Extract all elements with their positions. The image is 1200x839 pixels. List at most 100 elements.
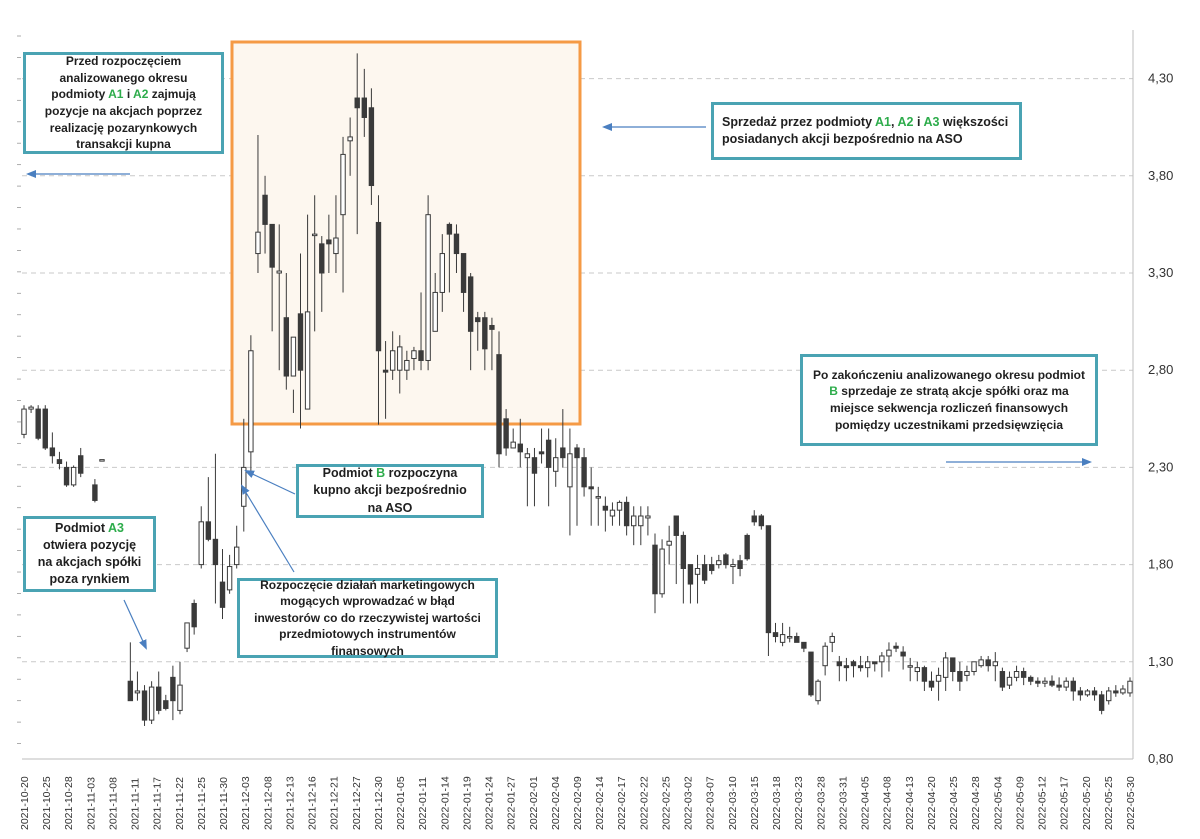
candle-up	[595, 496, 601, 499]
candle-up	[631, 515, 637, 527]
x-tick-label: 2021-10-28	[63, 776, 75, 830]
candle-up	[397, 346, 403, 371]
candle-up	[645, 515, 651, 519]
candle-up	[340, 153, 346, 216]
candle-down	[723, 554, 729, 566]
callout-highlight: B	[376, 466, 386, 481]
candle-up	[886, 649, 892, 657]
x-tick-label: 2022-01-27	[506, 776, 518, 830]
candle-up	[28, 406, 34, 410]
candle-up	[439, 253, 445, 293]
candle-down	[673, 515, 679, 536]
candle-up	[1127, 680, 1133, 694]
candle-down	[872, 661, 878, 665]
callout-text: Sprzedaż przez podmioty	[722, 114, 876, 129]
candle-up	[276, 270, 282, 274]
x-tick-label: 2022-03-07	[705, 776, 717, 830]
candle-down	[928, 680, 935, 688]
candle-down	[156, 686, 162, 711]
callout-sale: Sprzedaż przez podmioty A1, A2 i A3 więk…	[711, 102, 1022, 160]
x-tick-label: 2022-02-22	[638, 776, 650, 830]
x-tick-label: 2021-11-11	[130, 778, 142, 830]
x-tick-label: 2022-04-13	[904, 776, 916, 830]
candle-down	[581, 457, 587, 488]
candle-up	[879, 655, 885, 663]
candle-up	[311, 233, 318, 237]
y-tick-label: 2,30	[1148, 459, 1173, 474]
candle-up	[198, 521, 204, 566]
candle-down	[801, 641, 807, 649]
candle-up	[134, 690, 141, 694]
candle-down	[1049, 680, 1055, 686]
callout-text: zajmują pozycje na akcjach poprzez reali…	[44, 87, 203, 152]
candle-down	[709, 564, 715, 571]
callout-highlight: B	[829, 384, 838, 399]
candle-up	[971, 661, 977, 673]
candle-down	[687, 564, 694, 585]
candle-up	[935, 674, 942, 682]
candle-down	[269, 223, 275, 268]
candle-down	[531, 457, 538, 474]
candle-up	[907, 665, 913, 668]
candle-down	[503, 418, 509, 449]
candle-down	[985, 659, 991, 667]
candle-down	[368, 107, 375, 187]
candle-up	[304, 311, 311, 410]
callout-marketing: Rozpoczęcie działań marketingowych mogąc…	[237, 578, 498, 658]
candle-down	[900, 651, 906, 657]
x-tick-label: 2022-04-28	[970, 776, 982, 830]
x-tick-label: 2022-02-09	[572, 776, 584, 830]
x-tick-label: 2022-03-02	[683, 776, 695, 830]
callout-a1-a2: Przed rozpoczęciem analizowanego okresu …	[23, 52, 224, 154]
candle-up	[609, 509, 616, 517]
candle-down	[191, 602, 197, 628]
x-tick-label: 2021-10-25	[41, 776, 53, 830]
x-tick-label: 2022-05-20	[1081, 776, 1093, 830]
x-tick-label: 2022-03-15	[749, 776, 761, 830]
candle-down	[297, 313, 304, 371]
candle-up	[694, 567, 701, 575]
x-tick-label: 2021-11-30	[218, 777, 230, 830]
candle-down	[857, 665, 864, 669]
candle-up	[779, 634, 786, 643]
candle-up	[815, 680, 821, 702]
candle-up	[914, 667, 921, 673]
x-tick-label: 2022-02-17	[616, 776, 628, 830]
candle-down	[765, 525, 772, 634]
y-tick-label: 3,30	[1148, 265, 1173, 280]
x-tick-label: 2022-03-18	[771, 776, 783, 830]
candle-down	[545, 439, 552, 468]
candle-down	[538, 451, 545, 455]
x-tick-label: 2022-03-31	[837, 776, 849, 830]
candle-up	[177, 684, 183, 711]
candle-down	[212, 538, 219, 566]
candle-down	[1020, 671, 1027, 678]
y-tick-label: 1,30	[1148, 654, 1173, 669]
x-tick-label: 2022-05-12	[1037, 776, 1049, 830]
candle-down	[957, 671, 963, 682]
candle-down	[737, 560, 743, 569]
candle-down	[375, 221, 382, 352]
callout-text: rozpoczyna kupno akcji bezpośrednio na A…	[313, 466, 467, 515]
candle-down	[574, 447, 580, 459]
candle-up	[21, 408, 27, 435]
candle-down	[794, 636, 800, 643]
candle-down	[1091, 690, 1098, 696]
candle-down	[262, 194, 268, 225]
candle-up	[432, 291, 438, 332]
x-tick-label: 2021-10-20	[19, 776, 31, 830]
candle-up	[567, 453, 573, 488]
x-tick-label: 2022-05-25	[1103, 776, 1115, 830]
candle-up	[1006, 676, 1013, 686]
candle-down	[588, 486, 594, 490]
callout-text: Po zakończeniu analizowanego okresu podm…	[812, 367, 1086, 382]
candle-up	[553, 457, 559, 472]
candle-up	[233, 546, 240, 566]
candle-down	[283, 317, 290, 377]
candle-down	[772, 632, 779, 638]
candle-up	[964, 671, 970, 676]
candle-down	[1056, 684, 1062, 688]
candle-down	[496, 354, 502, 455]
candle-up	[638, 515, 644, 527]
